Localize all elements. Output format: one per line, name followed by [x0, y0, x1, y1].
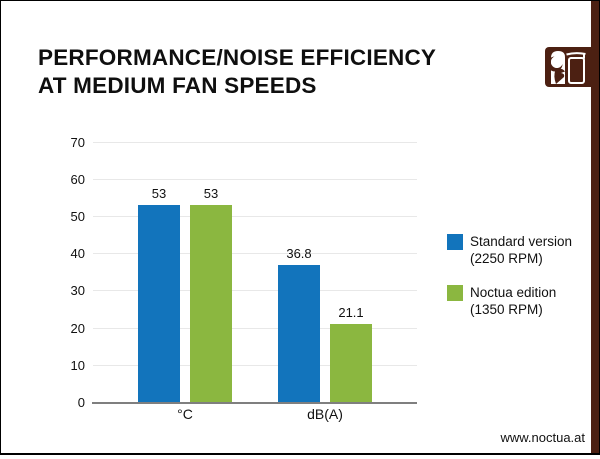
legend-label-noctua-line1: Noctua edition — [470, 285, 557, 300]
gridline — [93, 178, 417, 180]
legend-swatch-standard — [447, 234, 463, 250]
right-accent-strip — [591, 1, 599, 453]
legend-label-noctua: Noctua edition (1350 RPM) — [470, 284, 556, 318]
bar-value-label: 21.1 — [338, 304, 364, 320]
gridline — [93, 141, 417, 143]
y-tick-label: 40 — [70, 246, 85, 262]
y-tick-label: 10 — [70, 357, 85, 373]
x-axis-line — [92, 402, 417, 404]
legend-entry-standard: Standard version (2250 RPM) — [447, 233, 572, 267]
chart-legend: Standard version (2250 RPM) Noctua editi… — [447, 233, 572, 335]
x-category-label: °C — [177, 406, 193, 422]
bar-noctua-noise — [330, 323, 372, 402]
noctua-owl-icon — [547, 51, 586, 84]
legend-label-noctua-line2: (1350 RPM) — [470, 302, 543, 317]
bar-noctua-temp — [190, 204, 232, 402]
page-title: PERFORMANCE/NOISE EFFICIENCY AT MEDIUM F… — [38, 44, 436, 100]
legend-label-standard: Standard version (2250 RPM) — [470, 233, 572, 267]
bar-value-label: 53 — [203, 185, 219, 201]
bar-value-label: 36.8 — [286, 246, 312, 262]
gridline — [93, 216, 417, 217]
noctua-logo — [545, 47, 592, 87]
bar-standard-temp — [138, 204, 180, 402]
legend-swatch-noctua — [447, 285, 463, 301]
bar-value-label: 53 — [151, 185, 167, 201]
gridline — [93, 253, 417, 255]
y-tick-label: 20 — [70, 320, 85, 336]
y-tick-label: 30 — [70, 283, 85, 299]
website-url: www.noctua.at — [500, 430, 585, 445]
gridline — [93, 327, 417, 329]
legend-label-standard-line1: Standard version — [470, 234, 573, 249]
page-title-line2: AT MEDIUM FAN SPEEDS — [38, 73, 317, 98]
y-tick-label: 50 — [70, 209, 85, 224]
y-tick-label: 70 — [70, 134, 85, 150]
gridline — [93, 364, 417, 366]
y-tick-label: 0 — [77, 395, 85, 410]
gridline — [93, 290, 417, 292]
bar-standard-noise — [278, 265, 320, 402]
legend-entry-noctua: Noctua edition (1350 RPM) — [447, 284, 572, 318]
y-tick-label: 60 — [70, 171, 85, 187]
page-title-line1: PERFORMANCE/NOISE EFFICIENCY — [38, 45, 437, 70]
legend-label-standard-line2: (2250 RPM) — [470, 251, 543, 266]
x-category-label: dB(A) — [307, 406, 343, 422]
